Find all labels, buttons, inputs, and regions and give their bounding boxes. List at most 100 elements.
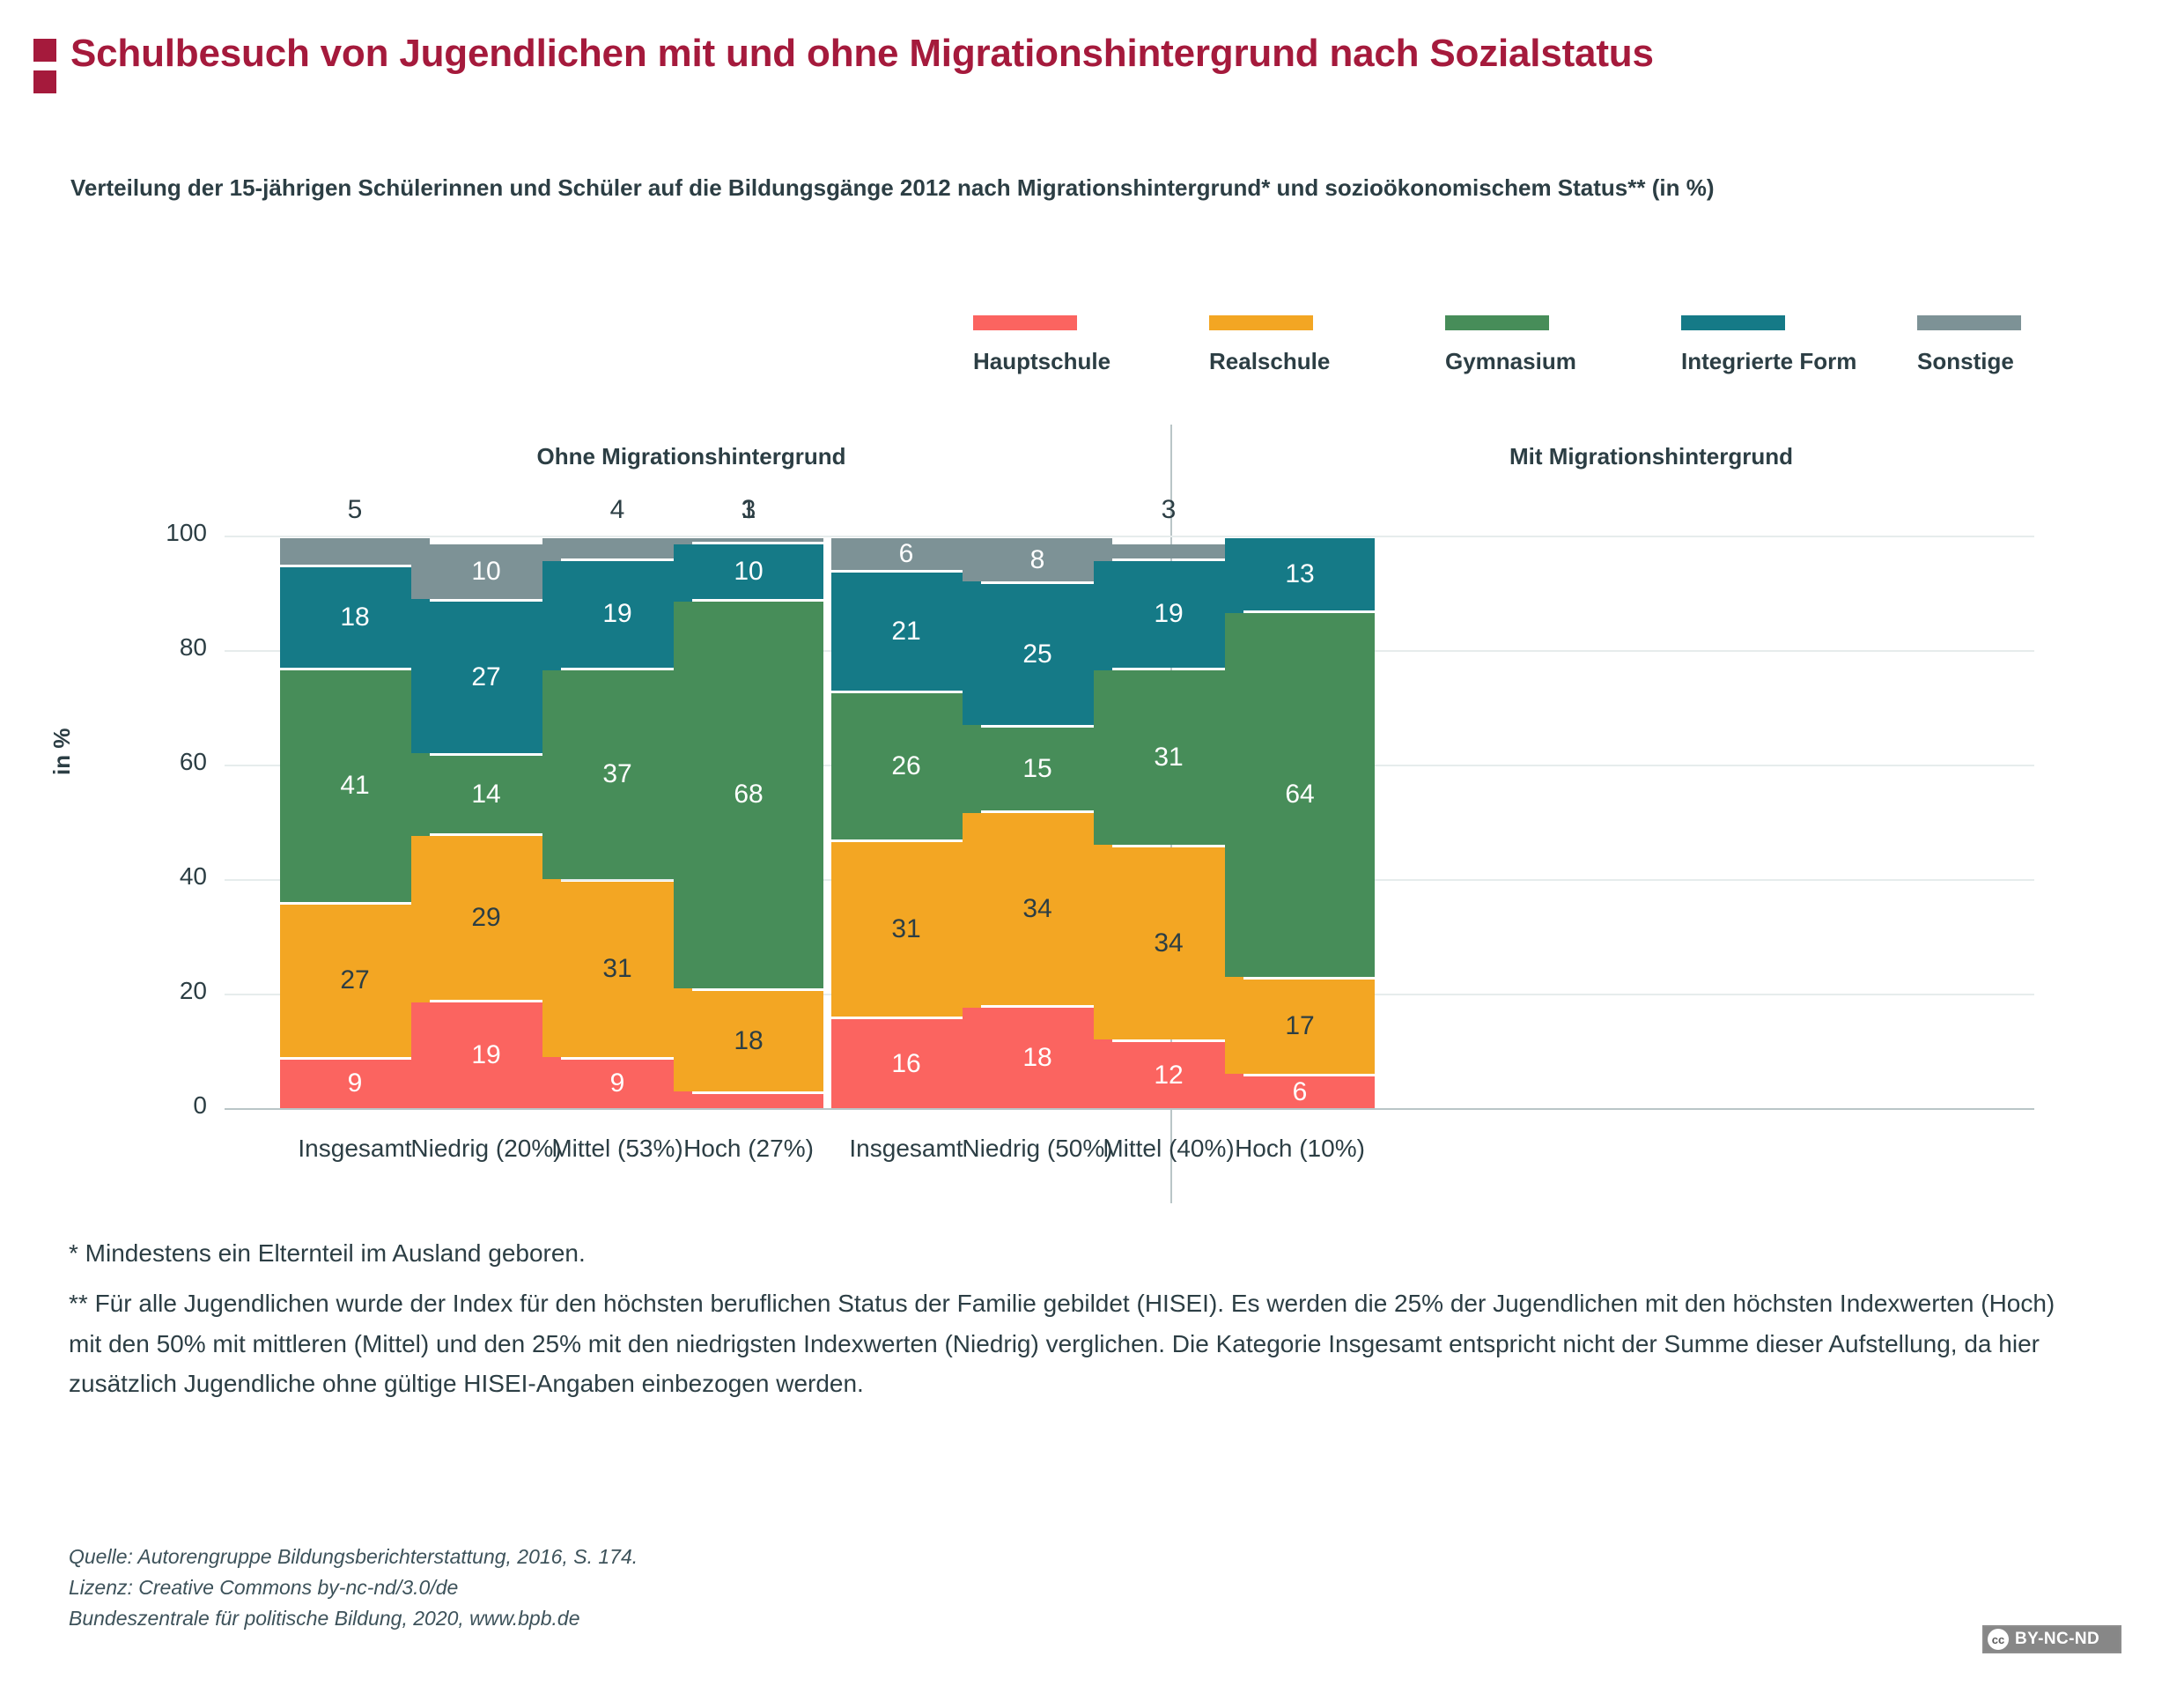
x-tick-label: Insgesamt bbox=[849, 1135, 963, 1162]
bar-segment-realschule[interactable]: 31 bbox=[831, 841, 981, 1017]
legend-swatch-icon bbox=[1445, 315, 1549, 330]
bar-segment-integrierte-form[interactable]: 18 bbox=[280, 566, 430, 668]
bar-segment-value: 6 bbox=[1292, 1077, 1308, 1106]
bar-segment-integrierte-form[interactable]: 21 bbox=[831, 573, 981, 691]
legend-item-integrierte-form[interactable]: Integrierte Form bbox=[1681, 315, 1917, 375]
x-tick-label: Insgesamt bbox=[298, 1135, 412, 1162]
bar-segment-value: 18 bbox=[734, 1025, 764, 1055]
x-tick-label: Niedrig (20%) bbox=[410, 1135, 562, 1162]
bar-segment-hauptschule[interactable]: 12 bbox=[1094, 1042, 1243, 1108]
bar-segment-value: 31 bbox=[891, 913, 921, 943]
bar-segment-gymnasium[interactable]: 41 bbox=[280, 669, 430, 902]
bar-segment-hauptschule[interactable]: 16 bbox=[831, 1019, 981, 1108]
bar-segment-sonstige[interactable] bbox=[1094, 544, 1243, 558]
bar-segment-value-outside: 3 bbox=[1161, 495, 1177, 524]
credit-source: Quelle: Autorengruppe Bildungsberichters… bbox=[69, 1545, 638, 1568]
bar-segment-gymnasium[interactable]: 15 bbox=[963, 727, 1112, 810]
bar-segment-value: 64 bbox=[1285, 780, 1315, 809]
plot-area: 0 20 40 60 80 100 5 9 27 41 18 Insgesamt 19 29 14 27 10 N… bbox=[166, 495, 2034, 1162]
legend-label: Sonstige bbox=[1917, 348, 2014, 374]
bar-segment-sonstige[interactable] bbox=[280, 538, 430, 565]
page-subtitle: Verteilung der 15-jährigen Schülerinnen … bbox=[70, 174, 1715, 201]
bar-segment-value: 9 bbox=[347, 1069, 363, 1098]
chart-canvas: Ohne Migrationshintergrund Mit Migration… bbox=[48, 425, 2034, 1203]
bar-segment-value: 19 bbox=[471, 1039, 501, 1069]
y-tick-label-80: 80 bbox=[179, 633, 207, 661]
bar-segment-realschule[interactable]: 29 bbox=[411, 836, 561, 1000]
bar-segment-gymnasium[interactable]: 31 bbox=[1094, 669, 1243, 845]
bar-segment-value: 9 bbox=[609, 1069, 625, 1098]
bar-segment-value: 19 bbox=[1154, 599, 1184, 629]
bar-segment-value-outside: 3 bbox=[741, 495, 756, 524]
legend-item-gymnasium[interactable]: Gymnasium bbox=[1445, 315, 1681, 375]
bar-segment-integrierte-form[interactable]: 19 bbox=[542, 561, 692, 668]
legend-label: Integrierte Form bbox=[1681, 348, 1857, 374]
legend-item-sonstige[interactable]: Sonstige bbox=[1917, 315, 2153, 375]
legend-swatch-icon bbox=[1917, 315, 2021, 330]
bar-segment-integrierte-form[interactable]: 13 bbox=[1225, 538, 1375, 610]
panel-title-ohne: Ohne Migrationshintergrund bbox=[536, 443, 846, 470]
bar-segment-gymnasium[interactable]: 26 bbox=[831, 692, 981, 839]
y-tick-label-0: 0 bbox=[193, 1091, 207, 1119]
bar-segment-hauptschule[interactable]: 18 bbox=[963, 1008, 1112, 1108]
bar-segment-value: 25 bbox=[1022, 639, 1052, 669]
y-tick-label-60: 60 bbox=[179, 748, 207, 775]
legend-label: Hauptschule bbox=[973, 348, 1111, 374]
bar-segment-sonstige[interactable] bbox=[542, 538, 692, 558]
bar-segment-gymnasium[interactable]: 68 bbox=[674, 601, 823, 988]
bar-segment-hauptschule[interactable]: 6 bbox=[1225, 1076, 1375, 1108]
bar-segment-value: 31 bbox=[1154, 742, 1184, 772]
footnote-2: ** Für alle Jugendlichen wurde der Index… bbox=[69, 1290, 2055, 1398]
credit-publisher: Bundeszentrale für politische Bildung, 2… bbox=[69, 1606, 580, 1630]
bar-segment-sonstige[interactable]: 8 bbox=[963, 538, 1112, 581]
bar-segment-gymnasium[interactable]: 14 bbox=[411, 756, 561, 833]
bar-segment-realschule[interactable]: 34 bbox=[1094, 847, 1243, 1039]
bar-segment-value-outside: 5 bbox=[347, 495, 363, 524]
x-tick-label: Hoch (27%) bbox=[683, 1135, 814, 1162]
bar-segment-sonstige[interactable]: 10 bbox=[411, 544, 561, 599]
bar-segment-realschule[interactable]: 18 bbox=[674, 990, 823, 1091]
legend-swatch-icon bbox=[1209, 315, 1313, 330]
cc-license-text: BY-NC-ND bbox=[2015, 1630, 2100, 1648]
cc-circle-icon: cc bbox=[1988, 1629, 2009, 1650]
bar-segment-realschule[interactable]: 17 bbox=[1225, 979, 1375, 1074]
bar-segment-sonstige[interactable] bbox=[674, 538, 823, 542]
bar-segment-hauptschule[interactable] bbox=[674, 1093, 823, 1108]
bar-segment-value: 13 bbox=[1285, 558, 1315, 588]
bar-segment-integrierte-form[interactable]: 27 bbox=[411, 601, 561, 753]
bar-segment-value: 10 bbox=[734, 556, 764, 586]
gridline-100 bbox=[225, 536, 2034, 537]
bar-segment-gymnasium[interactable]: 64 bbox=[1225, 612, 1375, 977]
bar-segment-realschule[interactable]: 27 bbox=[280, 905, 430, 1057]
x-tick-label: Niedrig (50%) bbox=[962, 1135, 1113, 1162]
bar-segment-integrierte-form[interactable]: 10 bbox=[674, 544, 823, 599]
page-title: Schulbesuch von Jugendlichen mit und ohn… bbox=[70, 32, 1654, 75]
bar-segment-realschule[interactable]: 31 bbox=[542, 882, 692, 1057]
legend-swatch-icon bbox=[973, 315, 1077, 330]
bar-segment-value: 27 bbox=[471, 662, 501, 691]
bar-segment-value: 16 bbox=[891, 1048, 921, 1078]
x-tick-label: Mittel (53%) bbox=[551, 1135, 683, 1162]
legend-swatch-icon bbox=[1681, 315, 1785, 330]
footnotes: * Mindestens ein Elternteil im Ausland g… bbox=[69, 1233, 2059, 1403]
bar-segment-value: 68 bbox=[734, 780, 764, 809]
legend-item-realschule[interactable]: Realschule bbox=[1209, 315, 1445, 375]
bar-segment-value: 27 bbox=[340, 965, 370, 995]
bar-segment-integrierte-form[interactable]: 19 bbox=[1094, 561, 1243, 668]
bar-segment-integrierte-form[interactable]: 25 bbox=[963, 584, 1112, 725]
y-tick-label-40: 40 bbox=[179, 862, 207, 890]
bar-segment-sonstige[interactable]: 6 bbox=[831, 538, 981, 570]
bar-segment-hauptschule[interactable]: 9 bbox=[280, 1059, 430, 1108]
bar-segment-hauptschule[interactable]: 19 bbox=[411, 1002, 561, 1108]
bar-segment-value: 17 bbox=[1285, 1011, 1315, 1041]
bar-segment-realschule[interactable]: 34 bbox=[963, 813, 1112, 1005]
bar-segment-hauptschule[interactable]: 9 bbox=[542, 1059, 692, 1108]
credit-license: Lizenz: Creative Commons by-nc-nd/3.0/de bbox=[69, 1575, 459, 1599]
bar-segment-value: 8 bbox=[1029, 544, 1045, 574]
bar-segment-value: 18 bbox=[1022, 1043, 1052, 1072]
x-tick-label: Mittel (40%) bbox=[1103, 1135, 1235, 1162]
legend-item-hauptschule[interactable]: Hauptschule bbox=[973, 315, 1209, 375]
bar-segment-gymnasium[interactable]: 37 bbox=[542, 669, 692, 879]
credits: Quelle: Autorengruppe Bildungsberichters… bbox=[69, 1542, 1654, 1634]
bar-segment-value: 12 bbox=[1154, 1060, 1184, 1090]
